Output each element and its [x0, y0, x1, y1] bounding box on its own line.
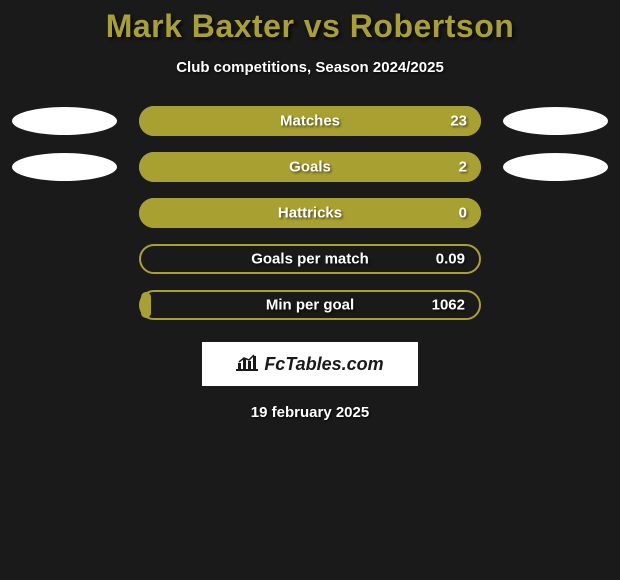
stat-value: 23 — [450, 113, 467, 130]
right-marker — [503, 107, 608, 135]
left-marker — [12, 153, 117, 181]
left-marker — [12, 107, 117, 135]
stat-label: Goals per match — [251, 251, 369, 268]
chart-icon — [236, 353, 258, 376]
stat-row: Matches 23 — [0, 106, 620, 136]
stat-label: Hattricks — [278, 205, 342, 222]
logo-box: FcTables.com — [202, 342, 418, 386]
stat-row: Goals per match 0.09 — [0, 244, 620, 274]
stat-label: Goals — [289, 159, 331, 176]
stat-bar: Hattricks 0 — [139, 198, 481, 228]
stat-bar: Goals 2 — [139, 152, 481, 182]
stat-bar: Goals per match 0.09 — [139, 244, 481, 274]
stat-row: Goals 2 — [0, 152, 620, 182]
page-title: Mark Baxter vs Robertson — [0, 0, 620, 45]
right-spacer — [503, 245, 608, 273]
right-spacer — [503, 291, 608, 319]
date-text: 19 february 2025 — [0, 404, 620, 421]
stat-value: 2 — [459, 159, 467, 176]
right-spacer — [503, 199, 608, 227]
stat-row: Min per goal 1062 — [0, 290, 620, 320]
stat-bar: Min per goal 1062 — [139, 290, 481, 320]
stat-label: Matches — [280, 113, 340, 130]
left-spacer — [12, 245, 117, 273]
subtitle: Club competitions, Season 2024/2025 — [0, 59, 620, 76]
stat-value: 0 — [459, 205, 467, 222]
logo-text: FcTables.com — [264, 354, 383, 375]
left-spacer — [12, 199, 117, 227]
stats-rows: Matches 23 Goals 2 Hattricks 0 Goals per match… — [0, 106, 620, 320]
stat-value: 1062 — [432, 297, 465, 314]
left-spacer — [12, 291, 117, 319]
stat-bar-fill — [141, 292, 151, 318]
stat-label: Min per goal — [266, 297, 354, 314]
stat-row: Hattricks 0 — [0, 198, 620, 228]
right-marker — [503, 153, 608, 181]
stat-bar: Matches 23 — [139, 106, 481, 136]
stat-value: 0.09 — [436, 251, 465, 268]
